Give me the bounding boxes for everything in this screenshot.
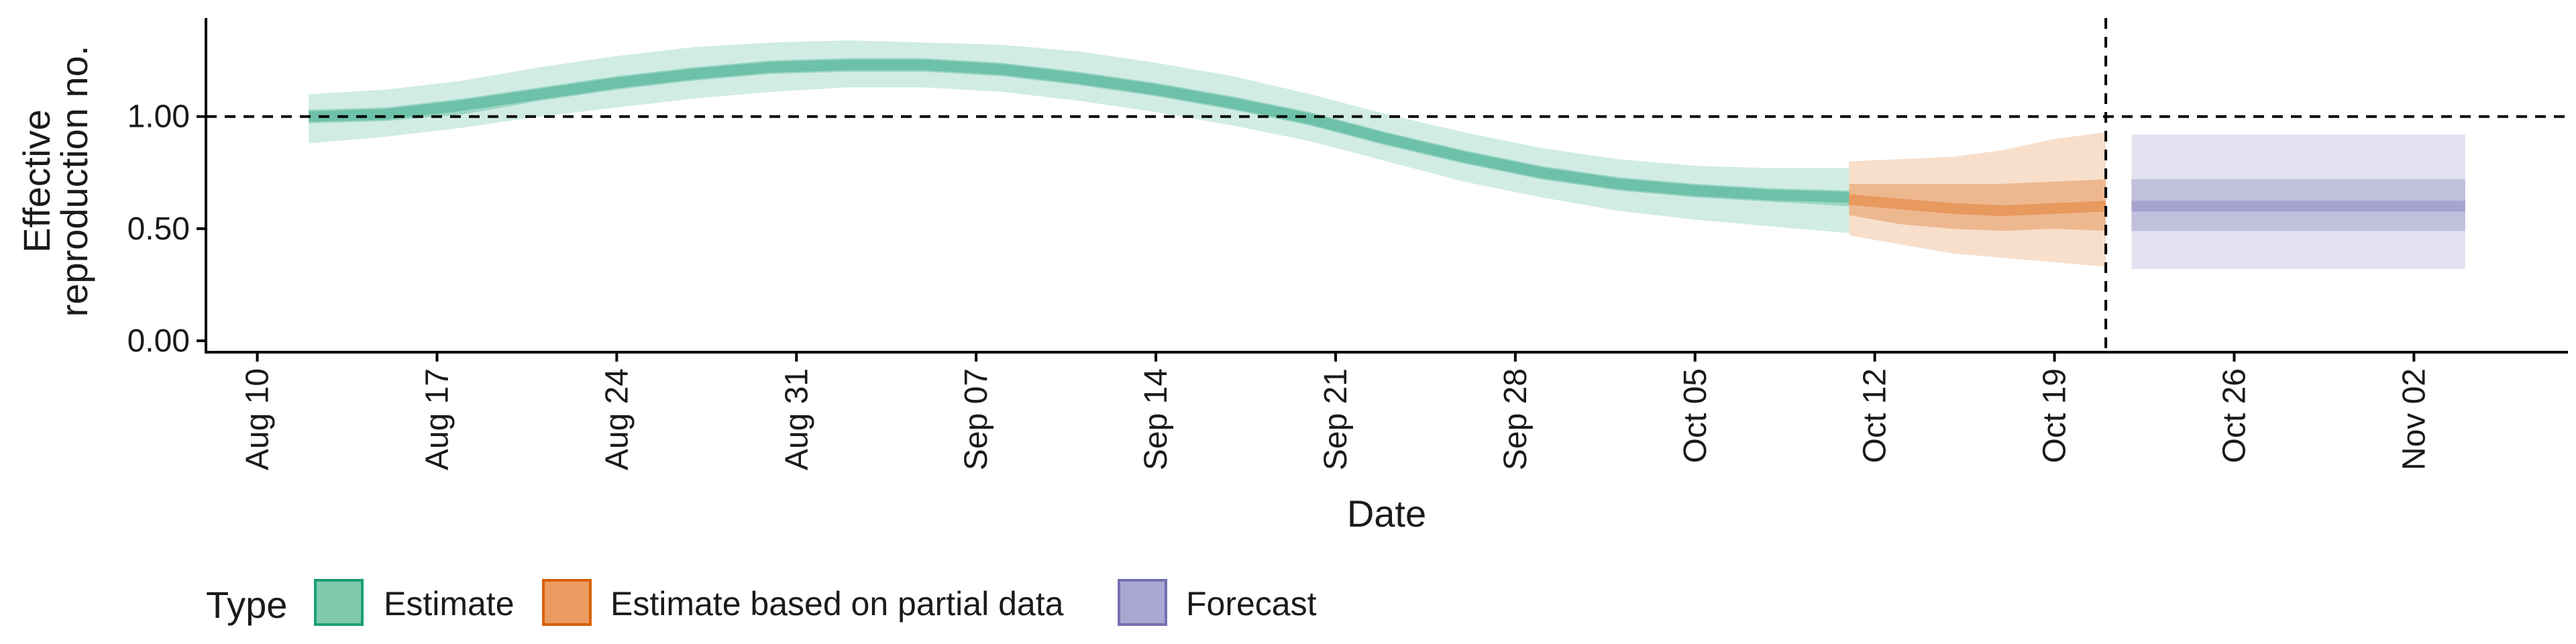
y-tick-label: 1.00 bbox=[127, 99, 190, 135]
x-tick-label: Oct 12 bbox=[1858, 368, 1893, 463]
legend-title: Type bbox=[206, 584, 287, 626]
y-axis-title: Effective reproduction no. bbox=[15, 46, 95, 317]
median-estimate bbox=[308, 59, 1849, 203]
x-tick-label: Oct 05 bbox=[1678, 368, 1713, 463]
legend-label-partial: Estimate based on partial data bbox=[610, 585, 1064, 623]
x-tick-label: Oct 26 bbox=[2216, 368, 2252, 463]
band-50-forecast bbox=[2131, 179, 2465, 231]
series-forecast bbox=[2131, 134, 2465, 269]
x-tick-label: Oct 19 bbox=[2037, 368, 2073, 463]
series-bands bbox=[309, 40, 2465, 269]
legend-label-estimate: Estimate bbox=[384, 585, 515, 623]
x-tick-label: Sep 21 bbox=[1318, 368, 1354, 470]
legend-key-forecast bbox=[1118, 579, 1167, 626]
x-tick-label: Aug 31 bbox=[779, 368, 814, 470]
y-axis-title-line-1: Effective bbox=[15, 109, 58, 253]
series-lines bbox=[308, 59, 2465, 217]
band-50-estimate bbox=[309, 58, 1849, 207]
x-tick-label: Sep 07 bbox=[959, 368, 994, 470]
y-tick-label: 0.50 bbox=[127, 211, 190, 247]
axes: 0.00 0.50 1.00 Aug 10 Aug 17 Aug 24 Aug 31 Sep … bbox=[127, 18, 2568, 470]
median-estimate-based-on-partial-data bbox=[1848, 194, 2106, 217]
x-tick-label: Aug 17 bbox=[419, 368, 455, 470]
x-axis-title: Date bbox=[1347, 492, 1426, 535]
band-50-estimate-based-on-partial-data bbox=[1849, 179, 2106, 231]
series-estimate-based-on-partial-data bbox=[1849, 132, 2106, 267]
legend: Type Estimate Estimate based on partial … bbox=[206, 579, 1317, 626]
x-tick-label: Aug 24 bbox=[599, 368, 635, 470]
x-tick-label: Sep 14 bbox=[1138, 368, 1174, 470]
legend-key-estimate bbox=[314, 579, 364, 626]
band-90-forecast bbox=[2131, 134, 2465, 269]
legend-key-partial bbox=[542, 579, 592, 626]
x-tick-label: Aug 10 bbox=[240, 368, 276, 470]
series-estimate bbox=[309, 40, 1849, 233]
band-90-estimate bbox=[309, 40, 1849, 233]
band-90-estimate-based-on-partial-data bbox=[1849, 132, 2106, 267]
x-tick-label: Sep 28 bbox=[1498, 368, 1534, 470]
y-tick-label: 0.00 bbox=[127, 323, 190, 359]
legend-label-forecast: Forecast bbox=[1186, 585, 1317, 623]
y-axis-title-line-2: reproduction no. bbox=[53, 46, 95, 317]
x-tick-label: Nov 02 bbox=[2396, 368, 2432, 470]
